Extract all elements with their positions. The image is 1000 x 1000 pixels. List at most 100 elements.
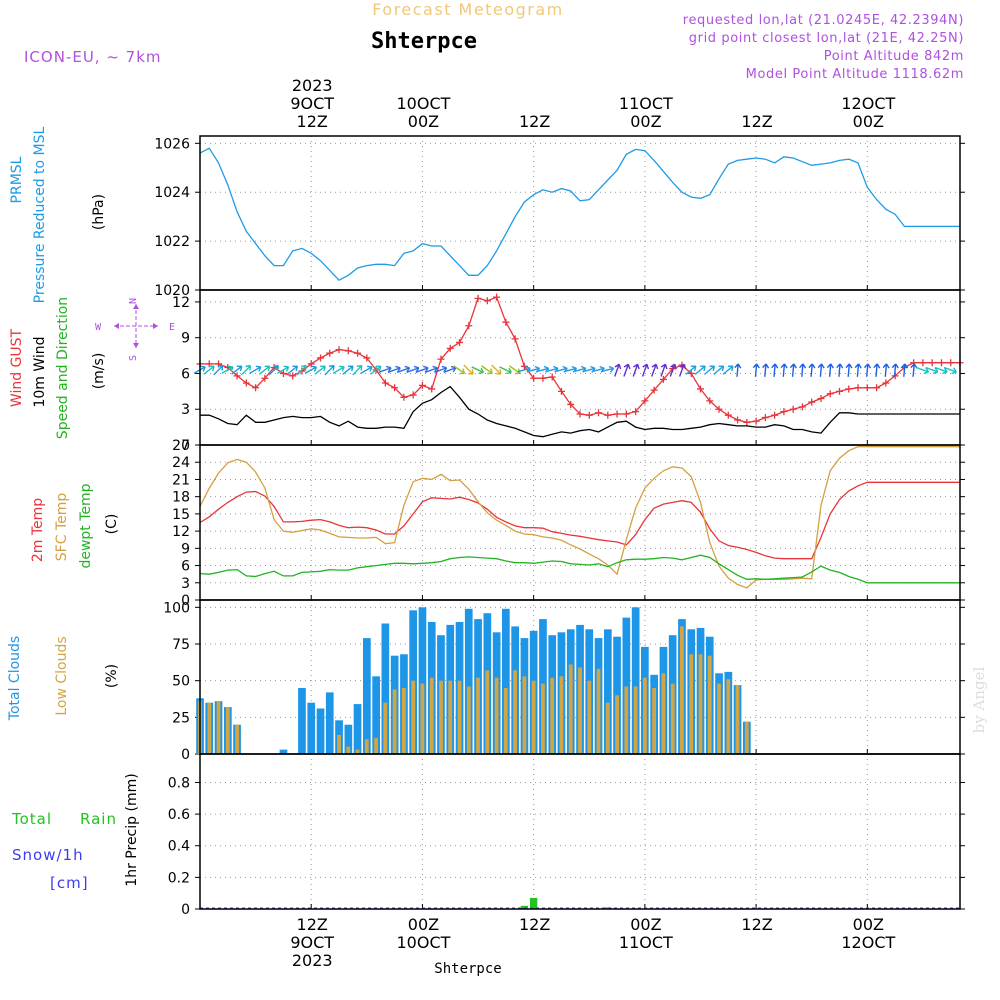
time-label-top: 2023 [292, 76, 333, 95]
pressure-ytick-label: 1022 [154, 234, 190, 250]
temp2m-label: 2m Temp [30, 498, 46, 562]
gust-marker [233, 372, 241, 380]
time-label-bottom: 12Z [519, 915, 550, 934]
total-cloud-bar [325, 692, 334, 754]
compass-west: W [95, 322, 102, 333]
temp-unit: (C) [104, 514, 120, 535]
low-cloud-bar [429, 677, 434, 754]
total-label: Total [11, 810, 52, 828]
wind-arrow-shape [799, 363, 807, 377]
low-cloud-bar [466, 686, 471, 754]
wind-arrow-shape [752, 363, 760, 377]
gust-marker [474, 294, 482, 302]
snow-label: Snow/1h [12, 846, 84, 864]
rain-label: Rain [80, 810, 117, 828]
wind-arrow [491, 364, 502, 375]
gust-marker [947, 359, 955, 367]
wind-arrow-shape [836, 363, 844, 377]
pressure-ytick-label: 1024 [154, 185, 190, 201]
precip-ytick-label: 0 [181, 902, 190, 918]
gust-marker [632, 408, 640, 416]
wind-arrow-shape [370, 365, 382, 375]
wind-arrow-shape [694, 365, 706, 375]
wind-arrow [360, 365, 373, 375]
gust-marker [428, 385, 436, 393]
wind-arrow-shape [276, 365, 290, 375]
gust-marker [548, 373, 556, 381]
wind-arrow [873, 363, 881, 377]
total-cloud-bar [418, 607, 427, 754]
total-cloud-bar [344, 724, 353, 754]
panels: 1020102210241026036912036912151821242702… [154, 135, 965, 918]
wind-arrow-shape [713, 365, 725, 375]
total-cloud-bar [363, 638, 371, 754]
wind-panel: 0 3 6 9 12 [172, 290, 965, 454]
gust-marker [882, 379, 890, 387]
total-cloud-bar [307, 702, 316, 754]
wind-arrow [891, 363, 899, 377]
wind-ytick-label: 9 [181, 331, 190, 347]
gust-marker [511, 335, 519, 343]
low-cloud-bar [355, 749, 360, 754]
gust-marker [734, 416, 742, 424]
wind-arrow-shape [669, 363, 677, 377]
low-cloud-bar [225, 707, 230, 754]
clouds-unit: (%) [104, 664, 120, 688]
wind-arrow [863, 363, 872, 377]
gust-marker [493, 293, 501, 301]
time-label-bottom: 9OCT [290, 933, 334, 952]
wind-arrow [213, 364, 224, 376]
gust-marker [650, 386, 658, 394]
wind-arrow-shape [258, 365, 271, 375]
low-cloud-bar [383, 702, 388, 754]
forecast-title: Forecast Meteogram [372, 0, 563, 19]
total-cloud-bar [298, 688, 306, 754]
low-cloud-bar [698, 654, 703, 754]
precip-ytick-label: 0.8 [168, 775, 190, 791]
panel-frame [199, 753, 961, 910]
wind-arrow [722, 365, 734, 375]
wind-arrow [268, 364, 279, 376]
wind-arrow [352, 364, 363, 376]
temperature-ytick-label: 18 [172, 490, 190, 506]
grid-point-coords: grid point closest lon,lat (21E, 42.25N) [689, 31, 964, 46]
wind-arrow [752, 363, 760, 377]
gust-marker [391, 384, 399, 392]
temp2m-line [199, 481, 960, 560]
wind-arrow-shape [231, 365, 243, 375]
temperature-ytick-label: 9 [181, 541, 190, 557]
wind-arrow-shape [249, 365, 262, 375]
pressure-panel: 1020 1022 1024 1026 [154, 136, 965, 299]
pressure-label-prmsl: PRMSL [9, 156, 25, 203]
total-cloud-bar [622, 617, 631, 754]
wind-arrow [669, 363, 677, 377]
station-title: Shterpce [371, 29, 477, 54]
low-cloud-bar [633, 686, 638, 754]
pressure-ytick-label: 1020 [154, 283, 190, 299]
wind-arrow [771, 363, 779, 377]
wind-arrow-shape [910, 363, 918, 377]
gust-marker [696, 385, 704, 393]
time-label-top: 12Z [297, 112, 328, 131]
gust-marker [817, 395, 825, 402]
low-cloud-bar [670, 683, 675, 754]
wind-arrow [762, 363, 770, 377]
low-cloud-bar [624, 686, 629, 754]
low-cloud-bar [578, 667, 582, 754]
wind-arrow-shape [854, 363, 862, 377]
gust-marker [836, 387, 844, 395]
wind-arrow-shape [651, 363, 659, 377]
total-cloud-bar [604, 629, 612, 754]
wind-ytick-label: 0 [181, 438, 190, 454]
low-cloud-bar [643, 677, 647, 754]
time-label-top: 12OCT [841, 94, 895, 113]
time-label-bottom: 00Z [853, 915, 884, 934]
wind-arrow [258, 365, 271, 375]
wind-arrow-shape [360, 365, 373, 375]
gust-marker [761, 414, 769, 422]
low-cloud-bar [550, 677, 555, 754]
rain-bar [604, 907, 612, 909]
pressure-line [199, 147, 960, 282]
wind-arrow [789, 363, 797, 377]
